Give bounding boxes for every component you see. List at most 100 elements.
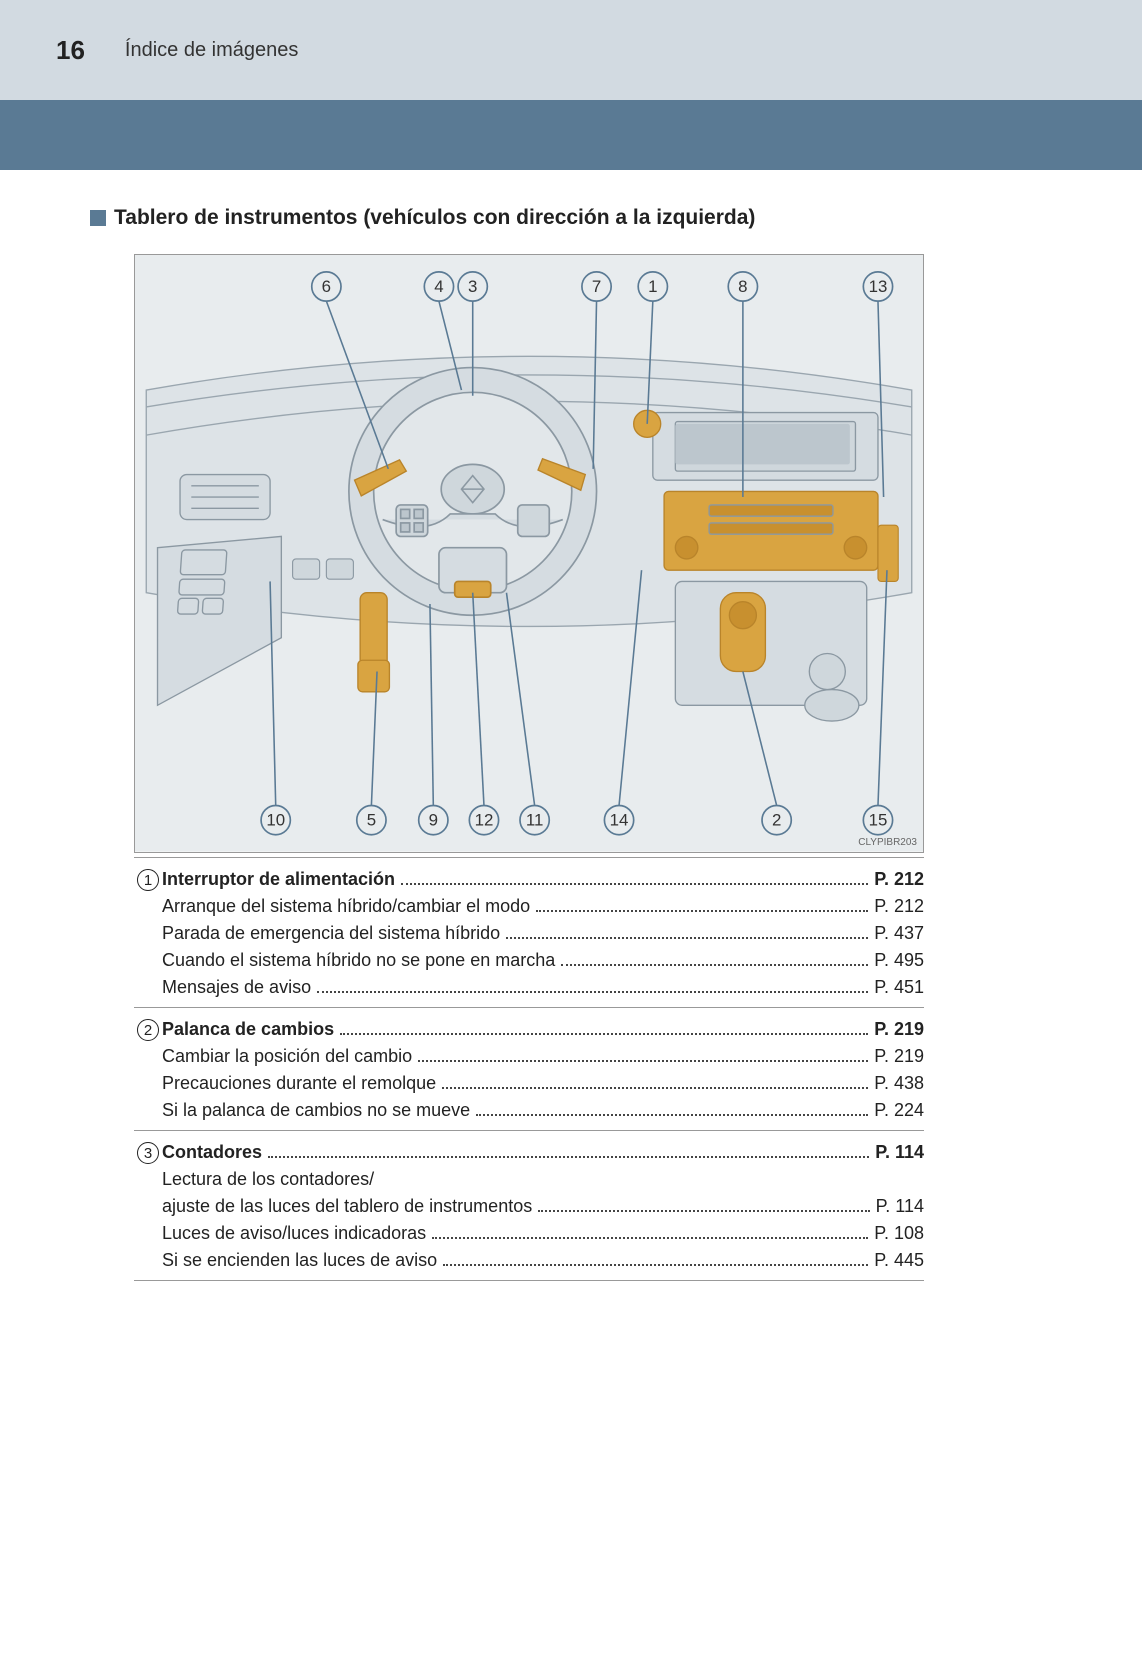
diagram-code: CLYPIBR203 (858, 837, 917, 848)
sub-page-ref: P. 108 (874, 1220, 924, 1247)
callout-circle: 2 (762, 805, 791, 834)
item-title-row: 1Interruptor de alimentación P. 212 (134, 866, 924, 893)
callout-circle: 11 (520, 805, 549, 834)
svg-text:13: 13 (869, 277, 888, 296)
leader-dots (536, 894, 868, 912)
sub-label: Si se encienden las luces de aviso (162, 1247, 437, 1274)
sub-label: Mensajes de aviso (162, 974, 311, 1001)
svg-text:14: 14 (610, 811, 629, 830)
item-sub-row: Arranque del sistema híbrido/cambiar el … (162, 893, 924, 920)
callout-circle: 8 (728, 272, 757, 301)
callout-circle: 9 (419, 805, 448, 834)
svg-text:10: 10 (266, 811, 285, 830)
sub-label: Parada de emergencia del sistema híbrido (162, 920, 500, 947)
sub-label: Cambiar la posición del cambio (162, 1043, 412, 1070)
section-title: Tablero de instrumentos (vehículos con d… (90, 206, 1052, 230)
items-list: 1Interruptor de alimentación P. 212 Arranq… (134, 857, 924, 1281)
item-sub-row: Si se encienden las luces de aviso P. 445 (162, 1247, 924, 1274)
section-title-text: Tablero de instrumentos (vehículos con d… (114, 206, 755, 229)
svg-text:3: 3 (468, 277, 477, 296)
leader-dots (443, 1248, 868, 1266)
callout-circle: 10 (261, 805, 290, 834)
svg-text:7: 7 (592, 277, 601, 296)
item-sub-row: Mensajes de aviso P. 451 (162, 974, 924, 1001)
leader-dots (538, 1194, 869, 1212)
item-sub-row: Cambiar la posición del cambio P. 219 (162, 1043, 924, 1070)
page-header: 16 Índice de imágenes (0, 0, 1142, 100)
leader-dots (432, 1221, 868, 1239)
svg-text:5: 5 (367, 811, 376, 830)
item-title-row: 2Palanca de cambiosP. 219 (134, 1016, 924, 1043)
svg-text:4: 4 (434, 277, 443, 296)
leader-dots (561, 948, 868, 966)
item-subrows: Lectura de los contadores/ajuste de las … (134, 1166, 924, 1274)
svg-text:12: 12 (475, 811, 494, 830)
item-sub-row: Lectura de los contadores/ (162, 1166, 924, 1193)
callout-circle: 5 (357, 805, 386, 834)
item-sub-row: Luces de aviso/luces indicadoras P. 108 (162, 1220, 924, 1247)
sub-page-ref: P. 451 (874, 974, 924, 1001)
svg-text:6: 6 (322, 277, 331, 296)
leader-dots (317, 975, 868, 993)
sub-page-ref: P. 437 (874, 920, 924, 947)
svg-text:11: 11 (526, 811, 544, 830)
item-block: 1Interruptor de alimentación P. 212 Arranq… (134, 857, 924, 1007)
item-number-circle: 3 (134, 1142, 162, 1164)
sub-label: ajuste de las luces del tablero de instr… (162, 1193, 532, 1220)
leader-dots (268, 1140, 869, 1158)
item-block: 2Palanca de cambiosP. 219Cambiar la posi… (134, 1007, 924, 1130)
callout-circle: 13 (863, 272, 892, 301)
item-title: Contadores (162, 1139, 262, 1166)
sub-page-ref: P. 445 (874, 1247, 924, 1274)
item-block: 3ContadoresP. 114Lectura de los contador… (134, 1130, 924, 1281)
item-number-circle: 1 (134, 869, 162, 891)
item-subrows: Cambiar la posición del cambioP. 219Prec… (134, 1043, 924, 1124)
callout-circle: 1 (638, 272, 667, 301)
item-sub-row: ajuste de las luces del tablero de instr… (162, 1193, 924, 1220)
sub-page-ref: P. 212 (874, 893, 924, 920)
sub-label: Arranque del sistema híbrido/cambiar el … (162, 893, 530, 920)
sub-label: Cuando el sistema híbrido no se pone en … (162, 947, 555, 974)
item-number-circle: 2 (134, 1019, 162, 1041)
leader-dots (340, 1017, 868, 1035)
callout-circle: 15 (863, 805, 892, 834)
sub-page-ref: P. 495 (874, 947, 924, 974)
item-sub-row: Cuando el sistema híbrido no se pone en … (162, 947, 924, 974)
item-page-ref: P. 212 (874, 866, 924, 893)
svg-text:9: 9 (429, 811, 438, 830)
svg-text:15: 15 (869, 811, 888, 830)
item-title: Palanca de cambios (162, 1016, 334, 1043)
item-title: Interruptor de alimentación (162, 866, 395, 893)
content-area: Tablero de instrumentos (vehículos con d… (0, 170, 1142, 1281)
blue-band (0, 100, 1142, 170)
leader-dots (506, 921, 868, 939)
leader-dots (442, 1071, 868, 1089)
sub-label: Si la palanca de cambios no se mueve (162, 1097, 470, 1124)
square-bullet-icon (90, 210, 106, 226)
callout-circle: 3 (458, 272, 487, 301)
sub-label: Luces de aviso/luces indicadoras (162, 1220, 426, 1247)
callout-circle: 6 (312, 272, 341, 301)
leader-dots (418, 1044, 868, 1062)
svg-text:2: 2 (772, 811, 781, 830)
item-page-ref: P. 114 (875, 1139, 924, 1166)
dashboard-svg: 6 4 3 7 1 8 13 10 5 9 12 11 14 2 15 (135, 255, 923, 852)
header-title: Índice de imágenes (125, 39, 298, 62)
callout-circle: 4 (424, 272, 453, 301)
sub-page-ref: P. 224 (874, 1097, 924, 1124)
callout-circle: 12 (469, 805, 498, 834)
item-subrows: Arranque del sistema híbrido/cambiar el … (134, 893, 924, 1001)
sub-page-ref: P. 438 (874, 1070, 924, 1097)
item-sub-row: Parada de emergencia del sistema híbrido… (162, 920, 924, 947)
sub-page-ref: P. 219 (874, 1043, 924, 1070)
item-title-row: 3Contadores P. 114 (134, 1139, 924, 1166)
sub-page-ref: P. 114 (876, 1193, 924, 1220)
leader-dots (476, 1098, 868, 1116)
page-number: 16 (56, 35, 85, 66)
callout-circle: 14 (604, 805, 633, 834)
sub-label: Lectura de los contadores/ (162, 1166, 374, 1193)
item-sub-row: Si la palanca de cambios no se mueve P. 2… (162, 1097, 924, 1124)
callout-circle: 7 (582, 272, 611, 301)
item-sub-row: Precauciones durante el remolque P. 438 (162, 1070, 924, 1097)
sub-label: Precauciones durante el remolque (162, 1070, 436, 1097)
